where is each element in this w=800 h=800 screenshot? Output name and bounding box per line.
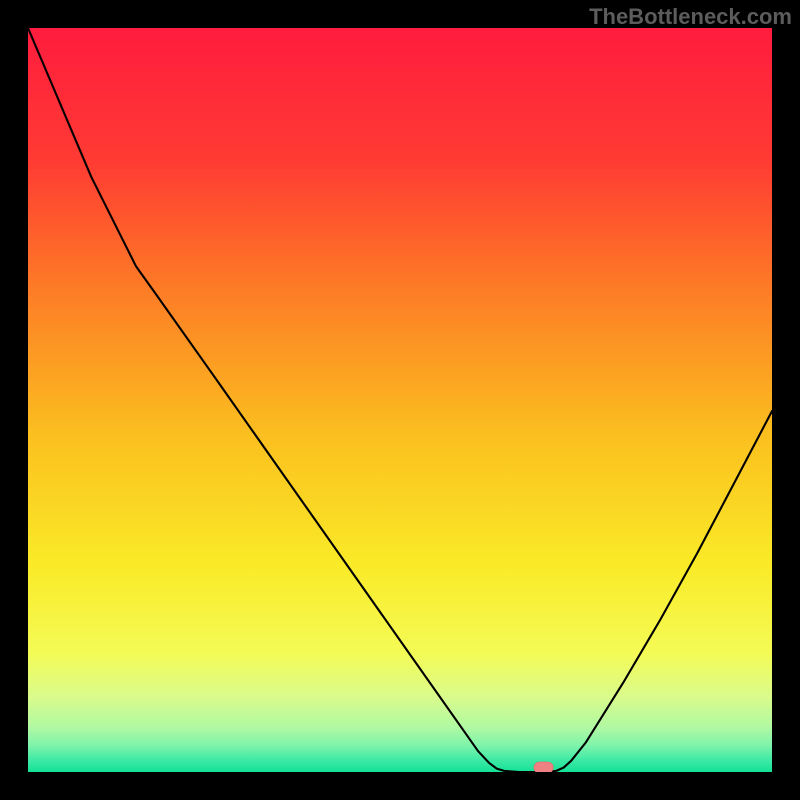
frame-bottom — [0, 772, 800, 800]
chart-container: TheBottleneck.com — [0, 0, 800, 800]
optimum-marker — [534, 762, 553, 773]
frame-right — [772, 0, 800, 800]
bottleneck-chart — [0, 0, 800, 800]
watermark-text: TheBottleneck.com — [589, 4, 792, 30]
plot-background — [28, 28, 772, 772]
frame-left — [0, 0, 28, 800]
